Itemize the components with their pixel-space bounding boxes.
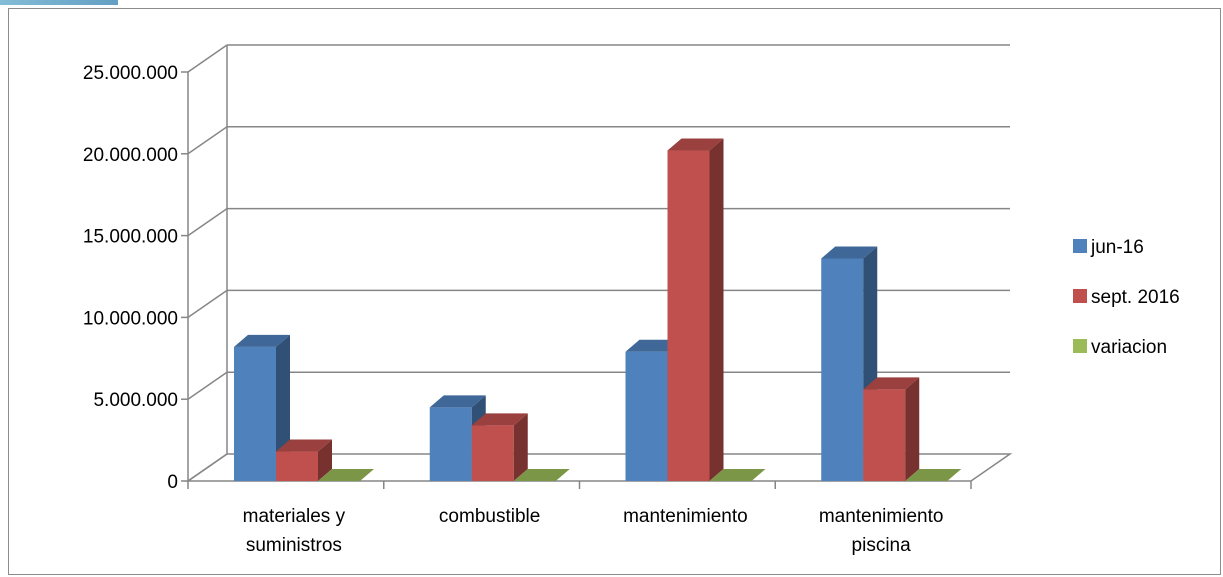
y-tick-label: 15.000.000	[83, 227, 178, 248]
bar-side	[318, 439, 332, 481]
bar	[863, 377, 920, 481]
gridline-side	[187, 44, 228, 73]
bar-front	[667, 150, 710, 481]
legend-swatch	[1073, 289, 1087, 303]
x-category-label: mantenimiento	[819, 506, 944, 527]
bar-top	[905, 469, 962, 481]
bar	[234, 334, 290, 481]
legend-item: variacion	[1073, 337, 1167, 358]
bar-top	[821, 246, 878, 259]
legend-label: variacion	[1091, 337, 1167, 358]
bar	[276, 439, 332, 481]
labels-layer: 0 5.000.000 10.000.000 15.000.000 20.000.000…	[83, 63, 944, 556]
gridline-side	[187, 207, 228, 237]
bar	[471, 413, 528, 481]
x-category-label: mantenimiento	[623, 506, 748, 527]
category-group	[234, 334, 374, 481]
bar-front	[863, 389, 906, 481]
x-category-label: suministros	[246, 535, 342, 556]
bar-top	[318, 469, 374, 481]
gridline-side	[187, 289, 228, 319]
y-tick-label: 5.000.000	[93, 390, 178, 411]
bar	[821, 246, 878, 481]
bar-front	[821, 258, 864, 481]
y-tick-label: 0	[167, 472, 178, 493]
bar-top	[276, 439, 332, 452]
bar-top	[863, 377, 920, 390]
bar-front	[429, 407, 472, 481]
y-tick-label: 20.000.000	[83, 145, 178, 166]
bar-top	[709, 469, 766, 481]
header-fragment	[0, 0, 118, 5]
bar-front	[625, 351, 668, 481]
bar-front	[234, 346, 276, 481]
legend: jun-16 sept. 2016 variacion	[1073, 237, 1180, 358]
bar-top	[429, 395, 486, 408]
bar-top	[667, 138, 724, 151]
bar	[667, 138, 724, 481]
category-group	[625, 138, 766, 481]
bar-top	[471, 413, 528, 426]
legend-label: sept. 2016	[1091, 287, 1180, 308]
bar-top	[513, 469, 570, 481]
y-tick-label: 10.000.000	[83, 308, 178, 329]
bar-front	[276, 451, 318, 481]
legend-item: sept. 2016	[1073, 287, 1180, 308]
legend-item: jun-16	[1073, 237, 1144, 258]
bar-front	[471, 425, 514, 481]
gridline-side	[187, 126, 228, 155]
bar	[513, 469, 570, 481]
bars-layer	[234, 138, 962, 481]
bar	[905, 469, 962, 481]
category-group	[429, 395, 570, 481]
legend-label: jun-16	[1090, 237, 1144, 258]
category-group	[821, 246, 962, 481]
legend-swatch	[1073, 339, 1087, 353]
bar-side	[905, 377, 920, 481]
bar-side	[709, 138, 724, 481]
bar	[318, 469, 374, 481]
bar-side	[513, 413, 528, 481]
x-category-label: combustible	[439, 506, 540, 527]
x-category-label: piscina	[852, 535, 912, 556]
y-tick-label: 25.000.000	[83, 63, 178, 84]
bar-top	[234, 334, 290, 347]
gridline-side	[187, 371, 228, 400]
legend-swatch	[1073, 239, 1087, 253]
bar	[709, 469, 766, 481]
top-strip	[0, 0, 1223, 8]
x-category-label: materiales y	[243, 506, 346, 527]
